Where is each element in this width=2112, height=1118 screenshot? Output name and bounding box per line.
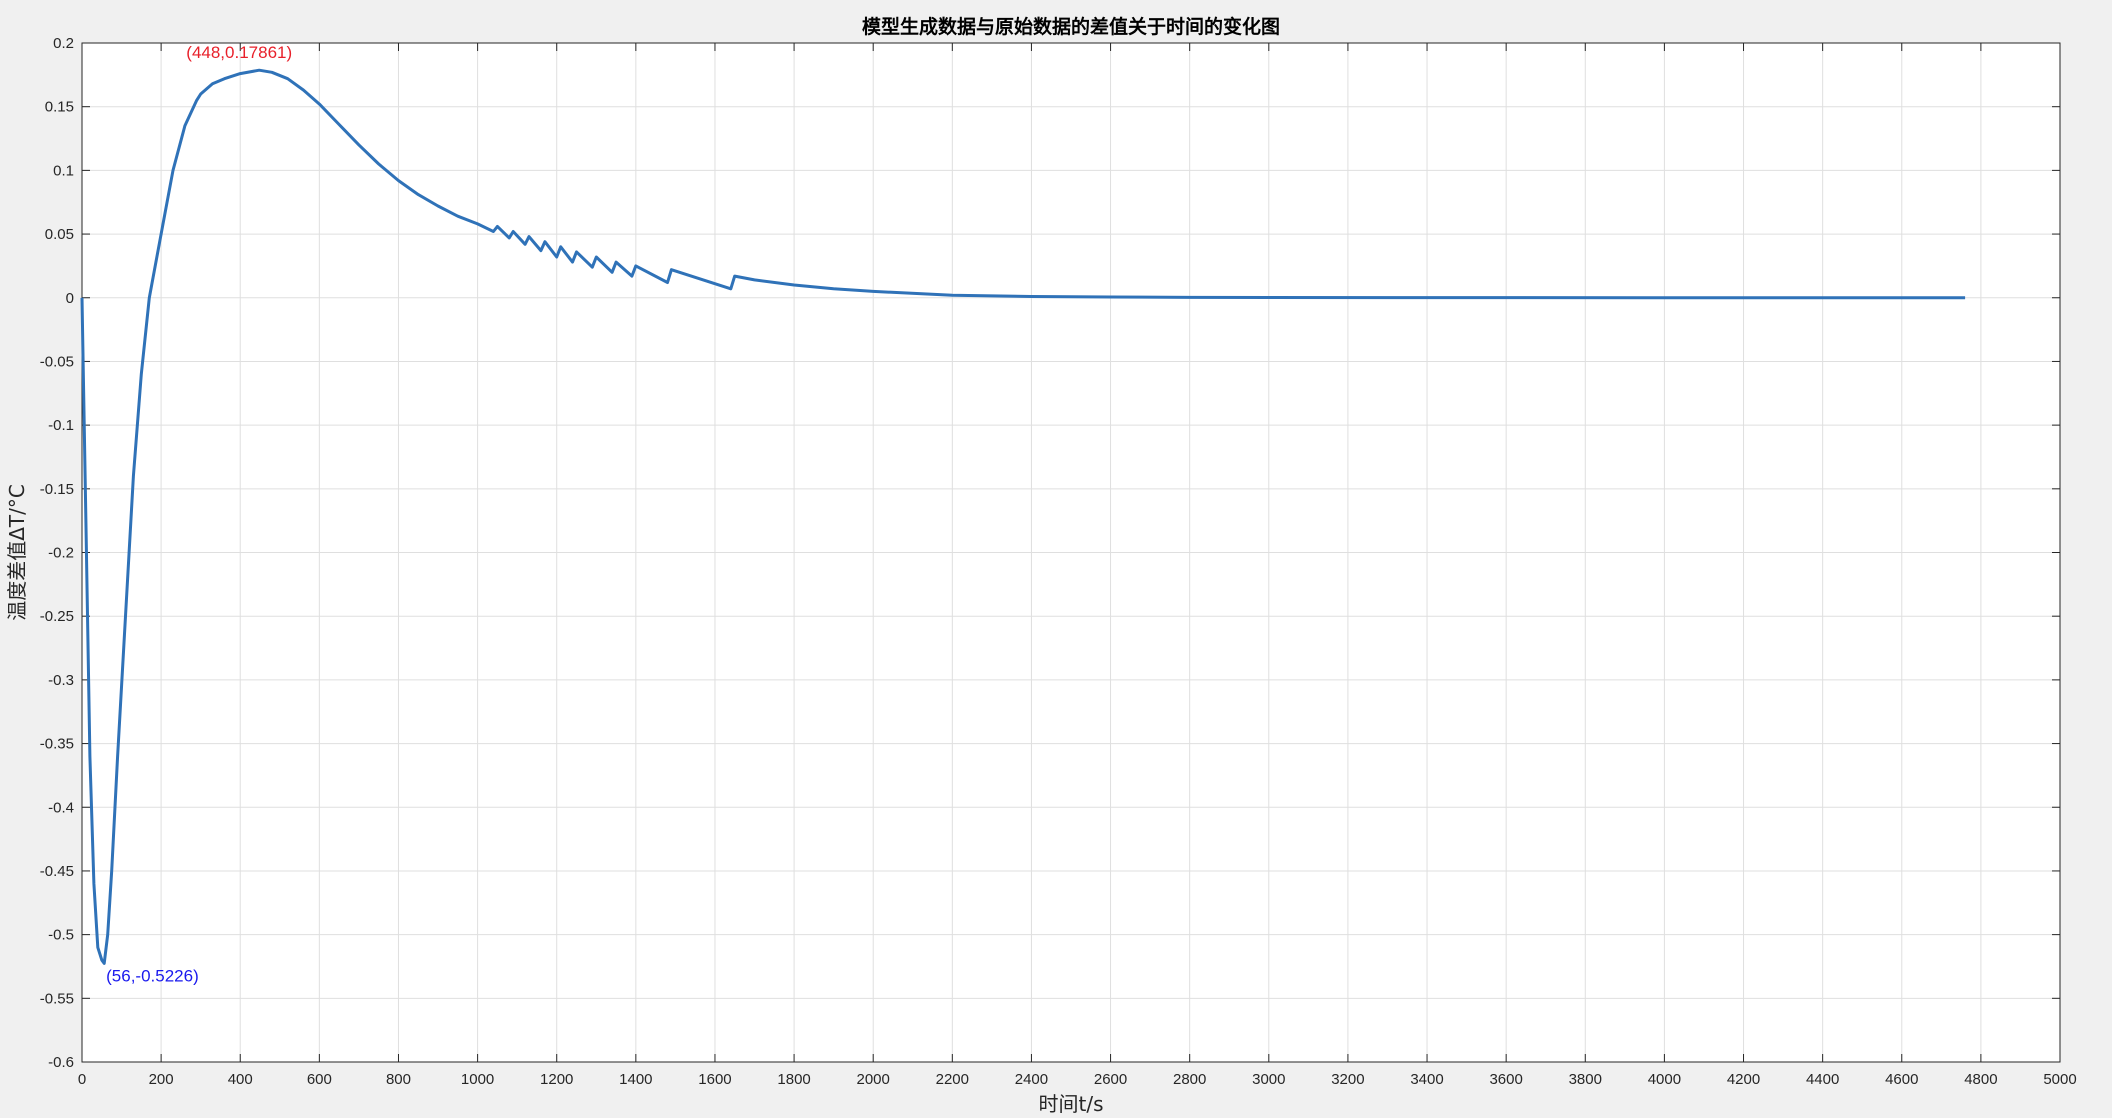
y-tick-label: -0.45: [40, 863, 74, 880]
annotation-min: (56,-0.5226): [106, 966, 199, 985]
y-tick-label: -0.25: [40, 608, 74, 625]
x-tick-label: 800: [386, 1071, 411, 1088]
x-tick-label: 1000: [461, 1071, 494, 1088]
x-tick-labels: 0 200 400 600 800 1000 1200 1400 1600 1800 2000 220…: [78, 1071, 2077, 1088]
x-tick-label: 4200: [1727, 1071, 1760, 1088]
y-tick-label: -0.6: [48, 1054, 74, 1071]
y-tick-label: -0.3: [48, 672, 74, 689]
y-tick-label: -0.35: [40, 736, 74, 753]
x-tick-label: 4400: [1806, 1071, 1839, 1088]
x-tick-label: 4800: [1964, 1071, 1997, 1088]
annotations: (448,0.17861) (56,-0.5226): [106, 43, 292, 985]
x-axis-label: 时间t/s: [1039, 1092, 1104, 1116]
x-tick-label: 1200: [540, 1071, 573, 1088]
y-tick-label: -0.55: [40, 990, 74, 1007]
x-tick-label: 3800: [1569, 1071, 1602, 1088]
x-tick-label: 600: [307, 1071, 332, 1088]
axes-box: [81, 42, 2061, 1063]
x-tick-label: 400: [228, 1071, 253, 1088]
y-tick-label: -0.2: [48, 545, 74, 562]
x-tick-label: 200: [149, 1071, 174, 1088]
y-tick-labels: 0.2 0.15 0.1 0.05 0 -0.05 -0.1 -0.15 -0.2 -0.25 -0…: [40, 35, 74, 1071]
y-tick-label: -0.15: [40, 481, 74, 498]
x-tick-label: 1600: [698, 1071, 731, 1088]
x-tick-label: 3000: [1252, 1071, 1285, 1088]
y-tick-label: -0.4: [48, 799, 74, 816]
x-tick-label: 1800: [777, 1071, 810, 1088]
x-tick-label: 2000: [857, 1071, 890, 1088]
y-tick-label: 0.2: [53, 35, 74, 52]
x-tick-label: 0: [78, 1071, 86, 1088]
chart-title: 模型生成数据与原始数据的差值关于时间的变化图: [862, 15, 1280, 38]
x-tick-label: 1400: [619, 1071, 652, 1088]
x-tick-label: 3600: [1489, 1071, 1522, 1088]
x-tick-label: 2800: [1173, 1071, 1206, 1088]
x-tick-label: 5000: [2043, 1071, 2076, 1088]
y-axis-label: 温度差值ΔT/°C: [5, 484, 29, 621]
annotation-max: (448,0.17861): [186, 43, 292, 62]
y-tick-label: -0.05: [40, 353, 74, 370]
x-tick-label: 4600: [1885, 1071, 1918, 1088]
x-tick-label: 4000: [1648, 1071, 1681, 1088]
y-tick-label: 0.1: [53, 162, 74, 179]
y-tick-label: -0.1: [48, 417, 74, 434]
x-tick-label: 3400: [1410, 1071, 1443, 1088]
grid: [81, 42, 2061, 1063]
x-tick-label: 2600: [1094, 1071, 1127, 1088]
axes: [81, 42, 2061, 1063]
y-tick-label: 0.15: [45, 99, 74, 116]
series-line: [80, 68, 1966, 965]
x-tick-label: 2400: [1015, 1071, 1048, 1088]
x-tick-label: 3200: [1331, 1071, 1364, 1088]
y-tick-label: -0.5: [48, 927, 74, 944]
y-tick-label: 0.05: [45, 226, 74, 243]
x-tick-label: 2200: [936, 1071, 969, 1088]
y-tick-label: 0: [66, 290, 74, 307]
